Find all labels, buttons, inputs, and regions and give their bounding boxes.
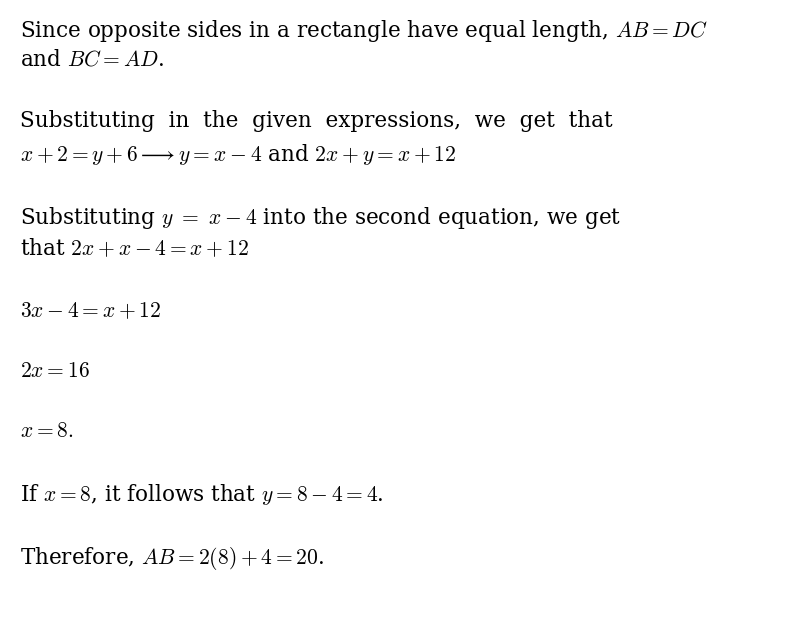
Text: $x + 2 = y + 6 \longrightarrow y = x - 4$ and $2x + y = x + 12$: $x + 2 = y + 6 \longrightarrow y = x - 4… <box>20 142 456 167</box>
Text: Since opposite sides in a rectangle have equal length, $AB = DC$: Since opposite sides in a rectangle have… <box>20 18 708 44</box>
Text: and $BC = AD$.: and $BC = AD$. <box>20 48 164 70</box>
Text: Substituting  in  the  given  expressions,  we  get  that: Substituting in the given expressions, w… <box>20 110 613 132</box>
Text: $x = 8.$: $x = 8.$ <box>20 420 74 442</box>
Text: If $x = 8$, it follows that $y = 8 - 4 = 4$.: If $x = 8$, it follows that $y = 8 - 4 =… <box>20 482 384 507</box>
Text: $2x = 16$: $2x = 16$ <box>20 360 90 382</box>
Text: $3x - 4 = x + 12$: $3x - 4 = x + 12$ <box>20 300 162 322</box>
Text: Therefore, $AB = 2(8) + 4 = 20$.: Therefore, $AB = 2(8) + 4 = 20$. <box>20 545 324 572</box>
Text: Substituting $y\ =\ x - 4$ into the second equation, we get: Substituting $y\ =\ x - 4$ into the seco… <box>20 205 622 231</box>
Text: that $2x + x - 4 = x + 12$: that $2x + x - 4 = x + 12$ <box>20 237 249 260</box>
